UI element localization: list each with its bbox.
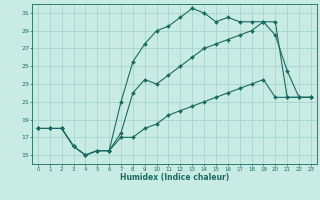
- X-axis label: Humidex (Indice chaleur): Humidex (Indice chaleur): [120, 173, 229, 182]
